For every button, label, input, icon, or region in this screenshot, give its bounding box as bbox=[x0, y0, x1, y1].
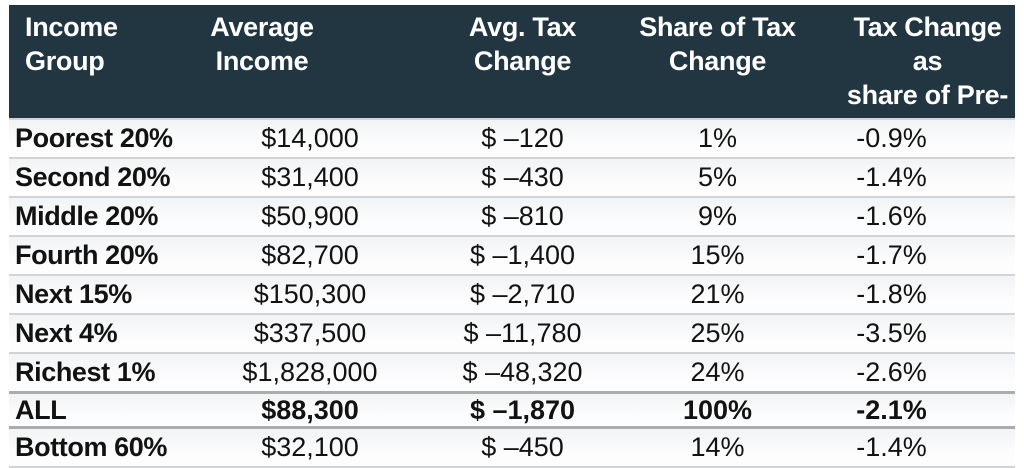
cell-share-of-tax-change: 25% bbox=[690, 318, 745, 348]
column-header-line: Tax Change as bbox=[853, 12, 1002, 76]
cell-income-group: Fourth 20% bbox=[15, 240, 159, 270]
column-header-line: Avg. Tax bbox=[468, 12, 577, 42]
column-header-income-group: Income Group bbox=[9, 10, 200, 112]
cell-avg-tax-change: $ –450 bbox=[481, 432, 564, 462]
cell-average-income: $1,828,000 bbox=[242, 357, 378, 387]
cell-avg-tax-change: $ –1,400 bbox=[469, 240, 576, 270]
cell-average-income: $150,300 bbox=[253, 279, 367, 309]
column-header-tax-change-share-pretax: Tax Change as share of Pre- bbox=[810, 10, 1015, 112]
cell-average-income: $32,100 bbox=[261, 432, 359, 462]
cell-share-of-tax-change: 9% bbox=[697, 201, 738, 231]
cell-avg-tax-change: $ –810 bbox=[481, 201, 564, 231]
cell-tax-change-share-pretax: -1.4% bbox=[856, 432, 927, 462]
cell-share-of-tax-change: 15% bbox=[690, 240, 745, 270]
table-row-total: ALL $88,300 $ –1,870 100% -2.1% bbox=[9, 391, 1015, 429]
cell-tax-change-share-pretax: -1.6% bbox=[856, 201, 927, 231]
cell-avg-tax-change: $ –2,710 bbox=[469, 279, 576, 309]
cell-share-of-tax-change: 14% bbox=[690, 432, 745, 462]
cell-income-group: ALL bbox=[15, 394, 67, 425]
column-header-share-of-tax-change: Share of Tax Change bbox=[625, 10, 810, 112]
cell-income-group: Poorest 20% bbox=[15, 123, 173, 153]
cell-share-of-tax-change: 21% bbox=[690, 279, 745, 309]
table-header: Income Group Average Income Avg. Tax Cha… bbox=[9, 5, 1015, 118]
column-header-line: Income bbox=[25, 12, 118, 42]
column-header-line: Change bbox=[668, 46, 767, 76]
column-header-line: Income bbox=[215, 46, 309, 76]
cell-income-group: Next 4% bbox=[15, 318, 118, 348]
cell-tax-change-share-pretax: -0.9% bbox=[856, 123, 927, 153]
column-header-line: Share of Tax bbox=[639, 12, 796, 42]
table-row: Bottom 60% $32,100 $ –450 14% -1.4% bbox=[9, 429, 1015, 468]
cell-average-income: $82,700 bbox=[261, 240, 359, 270]
table-row: Middle 20% $50,900 $ –810 9% -1.6% bbox=[9, 196, 1015, 235]
column-header-line: Average bbox=[210, 12, 314, 42]
table-body: Poorest 20% $14,000 $ –120 1% -0.9% Second 20… bbox=[9, 118, 1015, 468]
table-row: Next 4% $337,500 $ –11,780 25% -3.5% bbox=[9, 313, 1015, 352]
cell-tax-change-share-pretax: -1.4% bbox=[856, 162, 927, 192]
cell-tax-change-share-pretax: -1.8% bbox=[856, 279, 927, 309]
cell-avg-tax-change: $ –430 bbox=[481, 162, 564, 192]
cell-share-of-tax-change: 24% bbox=[690, 357, 745, 387]
cell-average-income: $31,400 bbox=[261, 162, 359, 192]
cell-tax-change-share-pretax: -2.6% bbox=[856, 357, 927, 387]
cell-average-income: $14,000 bbox=[261, 123, 359, 153]
cell-income-group: Second 20% bbox=[15, 162, 171, 192]
table-row: Richest 1% $1,828,000 $ –48,320 24% -2.6% bbox=[9, 352, 1015, 391]
cell-share-of-tax-change: 100% bbox=[682, 394, 753, 425]
cell-avg-tax-change: $ –11,780 bbox=[463, 318, 582, 348]
cell-share-of-tax-change: 1% bbox=[697, 123, 738, 153]
table-row: Second 20% $31,400 $ –430 5% -1.4% bbox=[9, 157, 1015, 196]
cell-tax-change-share-pretax: -1.7% bbox=[856, 240, 927, 270]
cell-average-income: $88,300 bbox=[261, 394, 359, 425]
column-header-avg-tax-change: Avg. Tax Change bbox=[420, 10, 625, 112]
cell-income-group: Middle 20% bbox=[15, 201, 159, 231]
table-row: Fourth 20% $82,700 $ –1,400 15% -1.7% bbox=[9, 235, 1015, 274]
cell-average-income: $337,500 bbox=[253, 318, 367, 348]
cell-tax-change-share-pretax: -3.5% bbox=[856, 318, 927, 348]
cell-tax-change-share-pretax: -2.1% bbox=[856, 394, 927, 425]
cell-avg-tax-change: $ –120 bbox=[481, 123, 564, 153]
column-header-line: Change bbox=[473, 46, 572, 76]
table-row: Poorest 20% $14,000 $ –120 1% -0.9% bbox=[9, 118, 1015, 157]
column-header-line: share of Pre- bbox=[846, 80, 1009, 110]
cell-income-group: Richest 1% bbox=[15, 357, 156, 387]
cell-income-group: Next 15% bbox=[15, 279, 132, 309]
cell-avg-tax-change: $ –48,320 bbox=[462, 357, 583, 387]
column-header-line: Group bbox=[25, 46, 105, 76]
cell-avg-tax-change: $ –1,870 bbox=[469, 394, 576, 425]
cell-share-of-tax-change: 5% bbox=[697, 162, 738, 192]
column-header-average-income: Average Income bbox=[200, 10, 420, 112]
cell-average-income: $50,900 bbox=[261, 201, 359, 231]
cell-income-group: Bottom 60% bbox=[15, 432, 168, 462]
table-row: Next 15% $150,300 $ –2,710 21% -1.8% bbox=[9, 274, 1015, 313]
